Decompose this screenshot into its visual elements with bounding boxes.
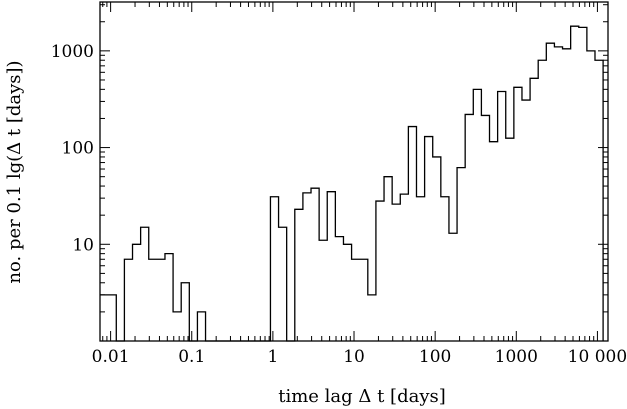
plot-frame bbox=[99, 1, 609, 342]
x-tick-label: 0.01 bbox=[92, 347, 130, 367]
x-tick-label: 100 bbox=[419, 347, 451, 367]
y-tick-label: 1000 bbox=[51, 42, 94, 62]
axis-ticks bbox=[100, 2, 608, 342]
tick-labels: 0.01 0.1 1 10 100 1000 10 000 10 100 1000 bbox=[51, 42, 627, 367]
x-tick-label: 1000 bbox=[495, 347, 538, 367]
plot-area bbox=[100, 25, 604, 342]
histogram-series bbox=[100, 25, 604, 342]
x-tick-label: 10 bbox=[343, 347, 365, 367]
x-tick-label: 0.1 bbox=[178, 347, 205, 367]
x-tick-label: 1 bbox=[267, 347, 278, 367]
y-tick-label: 100 bbox=[62, 139, 94, 159]
y-axis-label: no. per 0.1 lg(Δ t [days]) bbox=[4, 60, 25, 283]
x-axis-label: time lag Δ t [days] bbox=[278, 386, 446, 407]
y-tick-label: 10 bbox=[72, 235, 94, 255]
x-tick-label: 10 000 bbox=[568, 347, 627, 367]
